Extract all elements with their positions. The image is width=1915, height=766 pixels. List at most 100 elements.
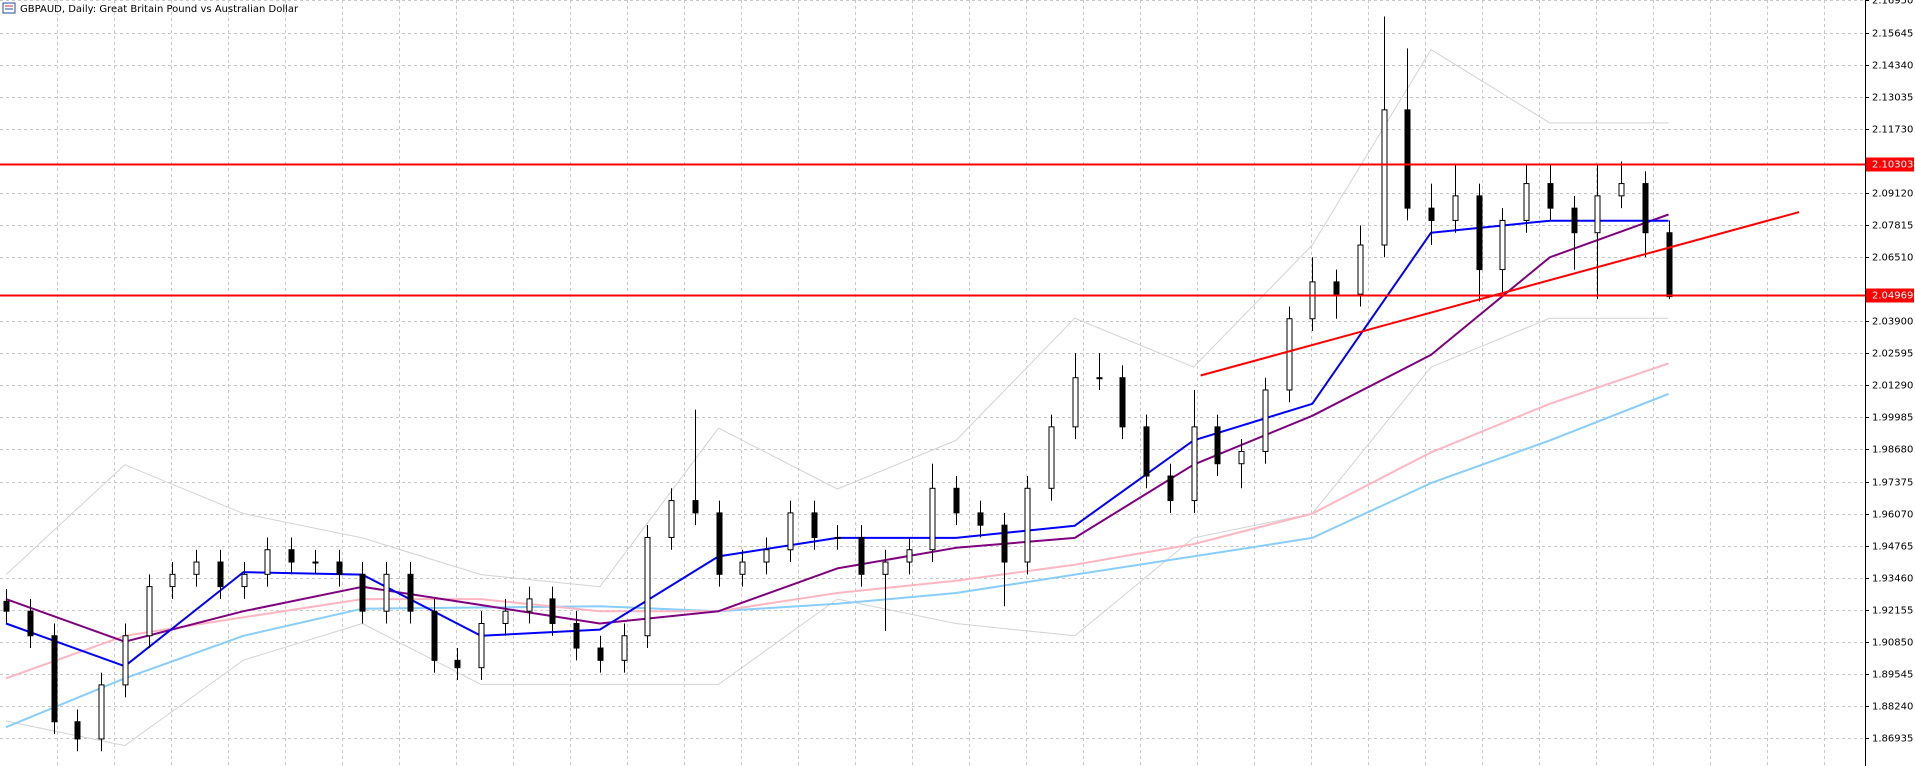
candle-body [1594,195,1601,234]
candle-body [739,561,746,575]
y-tick-label: 2.02595 [1872,349,1913,360]
candle-body [1214,426,1221,465]
candle-body [1072,377,1079,428]
candle-body [929,487,936,551]
candle-body [811,512,818,538]
y-tick-label: 1.92155 [1872,606,1913,617]
candle-body [549,598,556,624]
y-tick-label: 1.93460 [1872,574,1913,585]
y-tick-label: 1.86935 [1872,734,1913,745]
price-label: 2.10303 [1872,160,1913,171]
candle-body [1523,183,1530,221]
candle-body [312,561,319,564]
y-tick-label: 1.90850 [1872,638,1913,649]
y-tick-label: 2.14340 [1872,61,1913,72]
candle-body [264,549,271,575]
candle-body [1309,281,1316,320]
candle-body [3,600,10,612]
indicator-layer [5,49,1669,747]
candle-body [834,536,841,539]
candle-body [122,635,129,686]
grid-layer [0,0,1865,766]
candle-layer [3,16,1673,752]
indicator-line [5,213,1669,643]
candle-body [1048,426,1055,489]
candle-body [193,561,200,575]
candle-body [906,549,913,563]
candle-body [146,586,153,637]
candle-body [1286,318,1293,391]
indicator-line [5,317,1669,747]
candle-body [1476,195,1483,271]
candle-body [1499,219,1506,271]
y-tick-label: 1.89545 [1872,670,1913,681]
price-label-bg [1866,157,1914,172]
candle-body [1428,207,1435,221]
candle-body [454,659,461,669]
candle-body [1024,487,1031,563]
level-layer [0,163,1865,377]
candle-body [787,512,794,551]
candle-body [336,561,343,575]
y-tick-label: 2.09120 [1872,189,1913,200]
candle-body [1666,232,1673,298]
y-tick-label: 2.11730 [1872,125,1913,136]
candle-body [1618,183,1625,197]
candle-body [716,512,723,575]
y-tick-label: 1.98680 [1872,445,1913,456]
candle-body [98,684,105,740]
candle-body [692,500,699,514]
candle-body [27,610,34,637]
candle-body [1167,475,1174,502]
candle-body [526,598,533,612]
indicator-line [5,49,1669,588]
y-tick-label: 2.15645 [1872,29,1913,40]
y-tick-label: 2.16950 [1872,0,1913,7]
candle-body [51,635,58,723]
chart-title: GBPAUD, Daily: Great Britain Pound vs Au… [20,4,299,15]
candle-body [359,573,366,612]
candle-body [217,561,224,588]
y-tick-label: 2.06510 [1872,253,1913,264]
y-tick-label: 2.03900 [1872,317,1913,328]
price-label: 2.04969 [1872,291,1913,302]
candle-body [288,549,295,563]
y-tick-label: 1.88240 [1872,702,1913,713]
indicator-line [5,362,1669,680]
candle-body [1001,524,1008,563]
candle-body [1642,183,1649,234]
candle-body [1143,426,1150,477]
chart-header: GBPAUD, Daily: Great Britain Pound vs Au… [2,2,299,15]
y-tick-label: 2.01290 [1872,381,1913,392]
candle-body [1119,377,1126,428]
y-tick-label: 1.96070 [1872,510,1913,521]
candle-body [882,561,889,575]
y-tick-label: 1.94765 [1872,542,1913,553]
candle-body [1452,195,1459,221]
axis-layer: 2.16950 2.15645 2.14340 2.13035 2.11730 2.091… [1865,0,1914,745]
candle-body [1333,281,1340,295]
y-tick-label: 1.99985 [1872,413,1913,424]
candle-body [1096,377,1103,380]
candle-body [407,573,414,612]
candle-body [74,721,81,740]
candle-body [383,573,390,612]
candle-body [644,536,651,637]
candle-body [977,512,984,526]
candle-body [1357,244,1364,295]
candle-body [953,487,960,514]
candle-body [621,635,628,661]
candle-body [1262,389,1269,452]
candle-body [763,549,770,563]
candle-body [1547,183,1554,209]
indicator-line [5,392,1669,729]
candle-body [573,622,580,649]
symbol-icon [2,2,16,14]
candle-body [1238,450,1245,465]
candle-body [431,610,438,661]
candle-body [169,573,176,588]
candle-body [1191,426,1198,502]
candle-body [1571,207,1578,234]
candle-body [597,647,604,661]
